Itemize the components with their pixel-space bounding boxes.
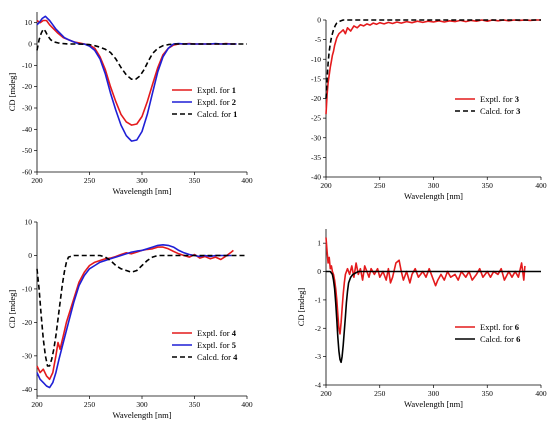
x-tick-label: 300 bbox=[136, 176, 148, 185]
y-tick-label: 0 bbox=[28, 40, 32, 49]
y-tick-label: -50 bbox=[22, 146, 32, 155]
series-line-3 bbox=[36, 254, 247, 367]
y-tick-label: -30 bbox=[311, 133, 321, 142]
y-tick-label: -40 bbox=[311, 173, 321, 182]
legend-label: Exptl. for 2 bbox=[197, 97, 236, 107]
series-line-1 bbox=[36, 246, 234, 381]
legend: Exptl. for 6 Calcd. for 6 bbox=[455, 322, 520, 344]
x-tick-label: 350 bbox=[189, 176, 201, 185]
series-line-2 bbox=[325, 19, 541, 99]
series-line-1 bbox=[325, 19, 541, 115]
x-tick-label: 200 bbox=[320, 181, 332, 190]
y-tick-label: -5 bbox=[315, 35, 321, 44]
chart-panel-2: 200 250 300 350 400 -40 -35 -30 -25 -20 -15 -10 -5 0 W… bbox=[311, 16, 547, 202]
x-tick-label: 300 bbox=[428, 181, 440, 190]
y-tick-label: -10 bbox=[22, 61, 32, 70]
x-tick-label: 350 bbox=[482, 181, 494, 190]
x-tick-label: 200 bbox=[31, 176, 43, 185]
x-axis-label: Wavelength [nm] bbox=[404, 191, 463, 201]
y-tick-label: -15 bbox=[311, 74, 321, 83]
legend-label: Calcd. for 6 bbox=[480, 334, 520, 344]
x-tick-label: 400 bbox=[535, 181, 547, 190]
y-tick-label: -4 bbox=[315, 381, 321, 390]
x-tick-label: 250 bbox=[84, 176, 96, 185]
x-axis-label: Wavelength [nm] bbox=[404, 399, 463, 409]
x-tick-label: 200 bbox=[31, 400, 43, 409]
x-tick-label: 350 bbox=[482, 389, 494, 398]
y-tick-label: -30 bbox=[22, 351, 32, 360]
y-tick-label: -30 bbox=[22, 104, 32, 113]
y-tick-label: -40 bbox=[22, 385, 32, 394]
x-tick-label: 200 bbox=[320, 389, 332, 398]
y-tick-label: -3 bbox=[315, 352, 321, 361]
y-tick-label: -20 bbox=[22, 82, 32, 91]
y-axis-label: CD [mdeg] bbox=[7, 73, 17, 112]
y-tick-label: 10 bbox=[25, 18, 33, 27]
y-tick-label: -20 bbox=[311, 94, 321, 103]
y-tick-label: -10 bbox=[22, 284, 32, 293]
x-tick-label: 350 bbox=[189, 400, 201, 409]
x-axis-label: Wavelength [nm] bbox=[112, 186, 171, 196]
legend-label: Exptl. for 4 bbox=[197, 328, 237, 338]
x-tick-label: 400 bbox=[241, 176, 253, 185]
y-tick-label: -25 bbox=[311, 114, 321, 123]
y-tick-label: 0 bbox=[28, 251, 32, 260]
chart-panel-4: 200 250 300 350 400 -4 -3 -2 -1 0 1 Wavelength [nm]… bbox=[296, 229, 547, 409]
legend: Exptl. for 4 Exptl. for 5 Calcd. for 4 bbox=[172, 328, 238, 362]
y-tick-label: 0 bbox=[317, 16, 321, 25]
y-tick-label: -20 bbox=[22, 318, 32, 327]
legend-label: Exptl. for 5 bbox=[197, 340, 236, 350]
chart-panel-3: 200 250 300 350 400 -40 -30 -20 -10 0 10 Wavelength… bbox=[7, 218, 253, 421]
y-tick-label: -10 bbox=[311, 55, 321, 64]
series-line-2 bbox=[326, 270, 541, 364]
legend-label: Calcd. for 1 bbox=[197, 109, 237, 119]
legend-label: Calcd. for 4 bbox=[197, 352, 238, 362]
y-tick-label: 1 bbox=[317, 239, 321, 248]
y-tick-label: -2 bbox=[315, 324, 321, 333]
x-axis-label: Wavelength [nm] bbox=[112, 410, 171, 420]
y-tick-label: -40 bbox=[22, 125, 32, 134]
y-axis-label: CD [mdeg] bbox=[296, 288, 306, 327]
legend: Exptl. for 1 Exptl. for 2 Calcd. for 1 bbox=[172, 85, 237, 119]
legend-label: Exptl. for 3 bbox=[480, 94, 519, 104]
y-tick-label: 10 bbox=[25, 218, 33, 227]
legend-label: Exptl. for 1 bbox=[197, 85, 236, 95]
x-tick-label: 400 bbox=[535, 389, 547, 398]
y-tick-label: -35 bbox=[311, 153, 321, 162]
legend-label: Exptl. for 6 bbox=[480, 322, 519, 332]
x-tick-label: 400 bbox=[241, 400, 253, 409]
x-tick-label: 300 bbox=[136, 400, 148, 409]
y-tick-label: -1 bbox=[315, 295, 321, 304]
legend-label: Calcd. for 3 bbox=[480, 106, 520, 116]
x-tick-label: 250 bbox=[374, 389, 386, 398]
y-tick-label: -60 bbox=[22, 168, 32, 177]
y-axis-label: CD [mdeg] bbox=[7, 290, 17, 329]
y-tick-label: 0 bbox=[317, 267, 321, 276]
series-line-1 bbox=[325, 237, 526, 335]
x-tick-label: 300 bbox=[428, 389, 440, 398]
x-tick-label: 250 bbox=[84, 400, 96, 409]
x-tick-label: 250 bbox=[374, 181, 386, 190]
legend: Exptl. for 3 Calcd. for 3 bbox=[455, 94, 520, 116]
chart-panel-1: 200 250 300 350 400 -60 -50 -40 -30 -20 -10 0 10 Wave… bbox=[7, 12, 253, 196]
series-line-3 bbox=[36, 28, 247, 80]
